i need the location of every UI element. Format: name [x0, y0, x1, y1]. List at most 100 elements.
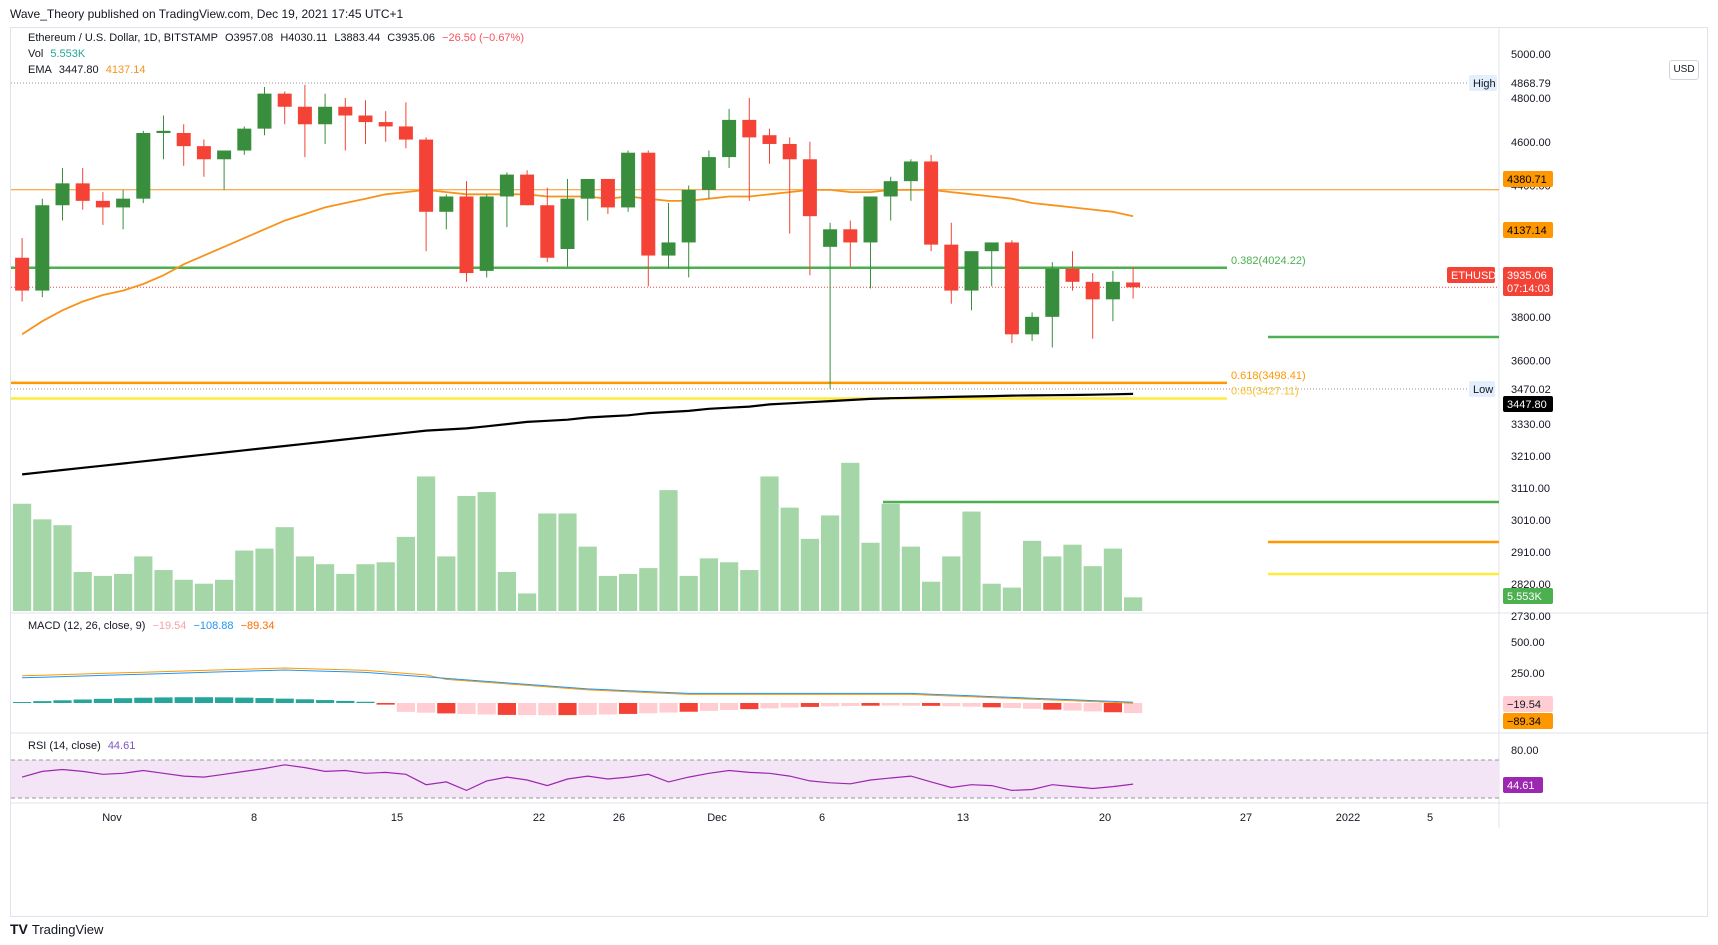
tradingview-logo-icon: TV — [10, 921, 28, 937]
macd-hist-bar — [619, 703, 638, 714]
volume-bar — [659, 490, 678, 611]
candle-body — [1085, 281, 1100, 300]
macd-hist-bar — [740, 703, 759, 710]
macd-hist-bar — [760, 703, 779, 709]
price-tick-label: 2730.00 — [1511, 611, 1551, 623]
candle-body — [924, 161, 939, 245]
candle-body — [580, 178, 595, 199]
candle-body — [600, 178, 615, 208]
currency-button[interactable]: USD — [1669, 60, 1699, 80]
macd-hist-bar — [13, 702, 32, 703]
candle-body — [883, 181, 898, 197]
candle-body — [358, 115, 373, 123]
ema-slow-line — [21, 392, 1134, 476]
price-tag: 5.553K — [1507, 591, 1543, 603]
candle-body — [722, 119, 737, 158]
macd-hist-bar — [982, 703, 1001, 708]
volume-bar — [275, 527, 294, 611]
fib-label: 0.382(4024.22) — [1231, 255, 1306, 267]
macd-hist-bar — [881, 703, 900, 706]
macd-hist-bar — [821, 703, 840, 707]
time-tick-label: 8 — [251, 812, 257, 824]
price-tick-label: 3800.00 — [1511, 312, 1551, 324]
volume-bar — [53, 525, 72, 611]
candle-body — [823, 229, 838, 247]
time-tick-label: 22 — [533, 812, 545, 824]
price-tag: 4137.14 — [1507, 225, 1547, 237]
volume-bar — [619, 573, 638, 611]
macd-hist-bar — [457, 703, 476, 715]
time-tick-label: 13 — [957, 812, 969, 824]
fib-label: 0.65(3427.11) — [1231, 385, 1299, 397]
volume-bar — [578, 546, 597, 611]
volume-bar — [699, 558, 718, 611]
volume-bar — [1043, 556, 1062, 611]
candle-body — [35, 205, 50, 291]
candle-body — [257, 93, 272, 129]
price-tag: 3447.80 — [1507, 399, 1547, 411]
chart-frame[interactable]: 0.382(4024.22) 0.618(3498.41) 0.65(3427.11… — [10, 27, 1709, 918]
chart-canvas[interactable]: 0.382(4024.22) 0.618(3498.41) 0.65(3427.11… — [11, 28, 1709, 918]
macd-hist-bar — [316, 700, 335, 703]
ohlc-close: C3935.06 — [387, 32, 435, 44]
volume-bar — [114, 573, 133, 611]
symbol-tag-bg — [1447, 267, 1495, 283]
candle-body — [75, 183, 90, 201]
candle-body — [701, 157, 716, 190]
volume-bar — [558, 513, 577, 611]
volume-bar — [154, 570, 173, 611]
volume-bar — [1023, 540, 1042, 611]
high-value: 4868.79 — [1511, 78, 1551, 90]
candle-body — [1105, 281, 1120, 300]
symbol-legend: Ethereum / U.S. Dollar, 1D, BITSTAMP O39… — [28, 32, 528, 44]
macd-line — [22, 669, 1134, 703]
macd-title: MACD (12, 26, close, 9) — [28, 620, 146, 632]
volume-bar — [336, 573, 355, 611]
rsi-tag: 44.61 — [1507, 780, 1535, 792]
rsi-tag-bg — [1503, 777, 1543, 793]
time-tick-label: Dec — [707, 812, 727, 824]
price-tag-bg — [1503, 396, 1553, 412]
macd-hist-bar — [578, 703, 597, 715]
price-tag: 3935.06 — [1507, 270, 1547, 282]
macd-tick-label: 500.00 — [1511, 637, 1545, 649]
candle-body — [863, 196, 878, 243]
macd-hist-bar — [720, 703, 739, 711]
candle-body — [136, 133, 151, 199]
time-tick-label: 15 — [391, 812, 403, 824]
macd-hist-bar — [1043, 703, 1062, 710]
volume-bar — [639, 568, 658, 611]
candle-body — [95, 200, 110, 208]
macd-hist-bar — [255, 698, 274, 703]
candle-body — [964, 251, 979, 291]
candle-body — [802, 159, 817, 217]
macd-hist-value: −19.54 — [152, 620, 187, 632]
volume-bar — [780, 507, 799, 611]
time-tick-label: 26 — [613, 812, 625, 824]
low-tag: Low — [1473, 384, 1493, 396]
candle-body — [742, 119, 757, 138]
macd-hist-bar — [1124, 703, 1143, 714]
volume-bar — [93, 575, 112, 611]
macd-hist-bar — [780, 703, 799, 708]
volume-bar — [33, 519, 52, 611]
price-tag-bg — [1503, 588, 1553, 604]
volume-bar — [1063, 544, 1082, 611]
ema-label: EMA — [28, 64, 52, 76]
macd-hist-bar — [679, 703, 698, 712]
candle-body — [762, 135, 777, 144]
macd-hist-bar — [174, 697, 193, 703]
macd-hist-bar — [518, 703, 537, 716]
macd-hist-bar — [134, 697, 153, 703]
macd-hist-bar — [699, 703, 718, 711]
macd-tag: −19.54 — [1507, 699, 1541, 711]
volume-bar — [901, 546, 920, 611]
volume-bar — [417, 476, 436, 611]
volume-bar — [215, 579, 234, 611]
macd-hist-bar — [1063, 703, 1082, 711]
volume-bar — [174, 579, 193, 611]
macd-hist-bar — [437, 703, 456, 714]
macd-tag-bg — [1503, 696, 1553, 712]
volume-bar — [982, 583, 1001, 611]
price-tick-label: 3110.00 — [1511, 483, 1550, 495]
